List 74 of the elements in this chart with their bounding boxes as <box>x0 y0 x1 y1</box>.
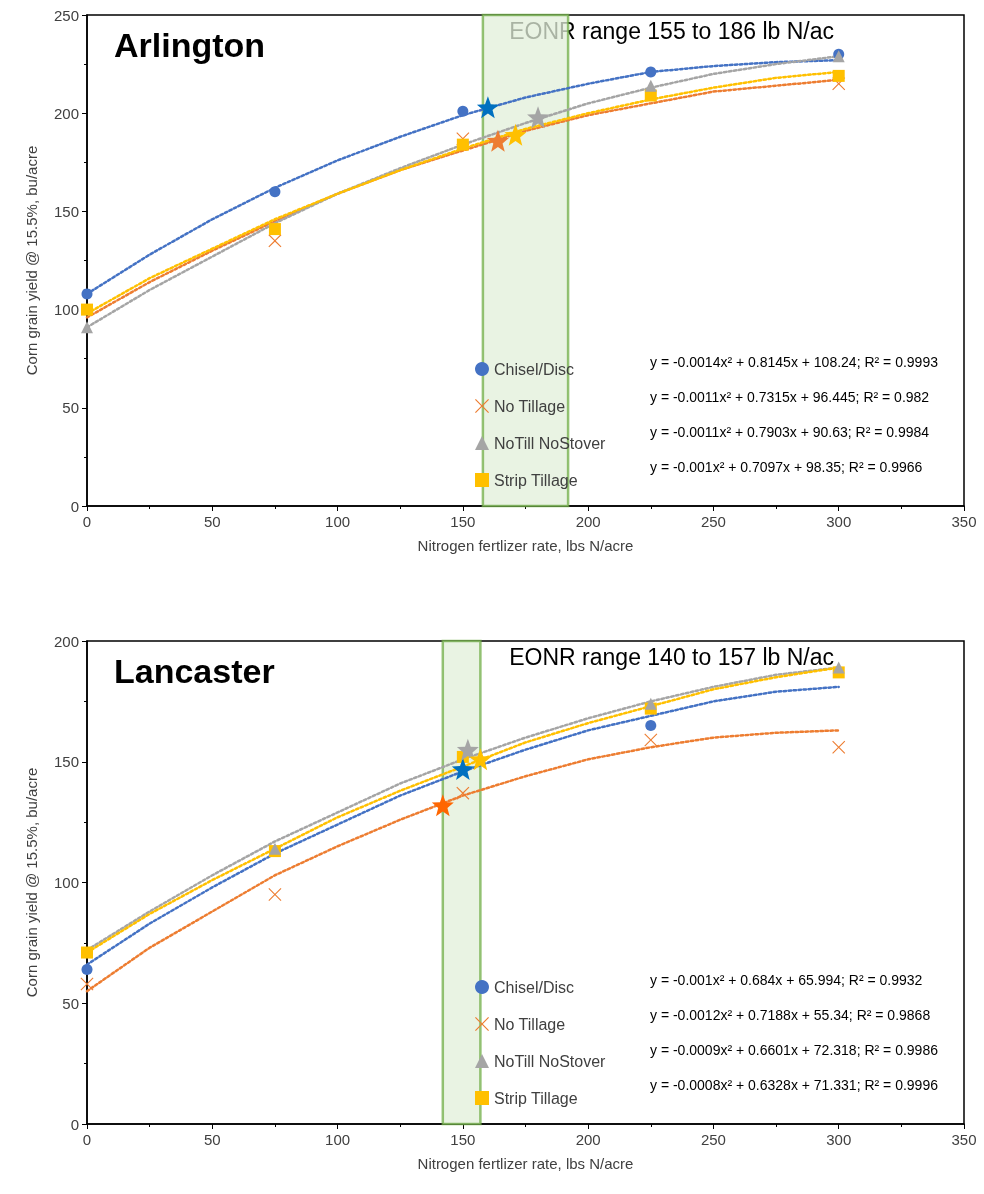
x-tick-label: 150 <box>450 1131 476 1148</box>
point <box>81 963 93 975</box>
x-tick-label: 300 <box>826 513 852 530</box>
annotation: EONR range 140 to 157 lb N/ac <box>509 643 835 670</box>
x-tick-label: 50 <box>203 1131 221 1148</box>
legend-label: NoTill NoStover <box>494 1052 607 1070</box>
point <box>451 757 474 780</box>
point <box>456 138 469 151</box>
point <box>457 105 469 117</box>
point <box>476 96 499 119</box>
point <box>268 888 282 902</box>
y-tick-label: 200 <box>53 632 79 650</box>
x-tick-label: 200 <box>575 1131 601 1148</box>
point <box>486 129 509 152</box>
x-axis-title: Nitrogen fertlizer rate, lbs N/acre <box>417 537 634 554</box>
y-tick-label: 200 <box>53 104 79 122</box>
point <box>645 720 657 732</box>
y-tick-label: 100 <box>53 301 79 319</box>
legend-label: Chisel/Disc <box>494 978 575 996</box>
x-tick-label: 100 <box>325 513 351 530</box>
annotation: y = -0.0011x² + 0.7315x + 96.445; R² = 0.982 <box>650 389 930 405</box>
y-tick-label: 100 <box>53 874 79 891</box>
x-tick-label: 100 <box>325 1131 351 1148</box>
y-tick-label: 0 <box>70 1115 79 1133</box>
annotation: y = -0.0014x² + 0.8145x + 108.24; R² = 0.9993 <box>650 354 939 370</box>
x-tick-label: 250 <box>700 513 726 530</box>
point <box>645 66 657 78</box>
y-tick-label: 50 <box>62 994 79 1012</box>
y-tick-label: 150 <box>53 753 79 771</box>
x-tick-label: 250 <box>700 1131 726 1148</box>
point <box>268 223 281 236</box>
point <box>469 748 492 771</box>
point <box>832 69 845 82</box>
chart-title: Arlington <box>114 26 266 64</box>
annotation: y = -0.0011x² + 0.7903x + 90.63; R² = 0.9984 <box>650 424 930 440</box>
x-tick-label: 150 <box>450 513 476 530</box>
annotation: y = -0.001x² + 0.684x + 65.994; R² = 0.9932 <box>650 972 923 988</box>
chart-title: Lancaster <box>114 652 275 690</box>
point <box>269 186 281 198</box>
x-tick-label: 200 <box>575 513 601 530</box>
point <box>644 79 657 92</box>
y-tick-label: 50 <box>62 399 79 417</box>
y-tick-label: 0 <box>70 497 79 515</box>
point <box>81 303 93 316</box>
y-axis-title: Corn grain yield @ 15.5%, bu/acre <box>23 767 40 998</box>
point <box>832 740 846 754</box>
annotation: y = -0.0012x² + 0.7188x + 55.34; R² = 0.9868 <box>650 1007 931 1023</box>
x-tick-label: 0 <box>82 513 92 530</box>
annotation: y = -0.001x² + 0.7097x + 98.35; R² = 0.9966 <box>650 459 923 475</box>
point <box>456 786 470 800</box>
x-tick-label: 50 <box>203 513 221 530</box>
y-tick-label: 250 <box>53 6 79 24</box>
point <box>81 946 93 959</box>
point <box>504 123 527 146</box>
point <box>431 794 454 817</box>
legend-label: No Tillage <box>494 397 566 415</box>
annotation: EONR range 155 to 186 lb N/ac <box>509 17 835 44</box>
point <box>456 738 479 761</box>
x-tick-label: 300 <box>826 1131 852 1148</box>
y-tick-label: 150 <box>53 202 79 220</box>
point <box>644 697 657 710</box>
x-tick-label: 350 <box>951 513 977 530</box>
point <box>832 661 845 674</box>
x-axis-title: Nitrogen fertlizer rate, lbs N/acre <box>417 1155 634 1172</box>
legend-label: No Tillage <box>494 1015 566 1033</box>
annotation: y = -0.0008x² + 0.6328x + 71.331; R² = 0.9996 <box>650 1077 939 1093</box>
annotation: y = -0.0009x² + 0.6601x + 72.318; R² = 0.9986 <box>650 1042 939 1058</box>
point <box>81 288 93 300</box>
legend-label: Strip Tillage <box>494 1089 578 1107</box>
x-tick-label: 0 <box>82 1131 92 1148</box>
point <box>527 106 550 129</box>
y-axis-title: Corn grain yield @ 15.5%, bu/acre <box>23 145 40 376</box>
point <box>81 321 93 334</box>
x-tick-label: 350 <box>951 1131 977 1148</box>
